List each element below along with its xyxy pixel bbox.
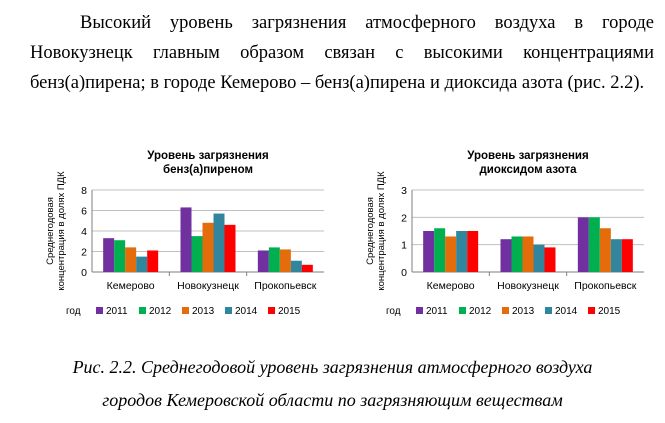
x-category-label: Прокопьевск — [574, 280, 636, 292]
bar-2015-Кемерово — [467, 231, 479, 272]
y-tick-label: 3 — [401, 185, 407, 197]
legend-swatch-2012 — [139, 307, 146, 314]
bar-2012-Новокузнецк — [191, 236, 203, 272]
bar-2013-Новокузнецк — [522, 236, 534, 272]
y-tick-label: 2 — [81, 247, 87, 259]
legend-swatch-2012 — [459, 307, 466, 314]
chart-title-line: диоксидом азота — [479, 164, 577, 176]
bar-2015-Кемерово — [147, 250, 159, 272]
bar-2013-Новокузнецк — [202, 222, 214, 272]
x-category-label: Кемерово — [427, 280, 475, 292]
chart-title-line: Уровень загрязнения — [147, 150, 268, 162]
chart-title-line: Уровень загрязнения — [467, 150, 588, 162]
bar-2012-Кемерово — [434, 228, 446, 272]
bar-2011-Прокопьевск — [257, 250, 269, 272]
bar-2013-Кемерово — [125, 247, 137, 272]
y-tick-label: 0 — [81, 267, 87, 279]
bar-2015-Прокопьевск — [301, 264, 313, 272]
bar-2011-Новокузнецк — [500, 239, 512, 272]
legend-swatch-2014 — [545, 307, 552, 314]
legend-label: 2013 — [512, 306, 535, 317]
figure-caption-line-2: городов Кемеровской области по загрязняю… — [102, 390, 563, 410]
x-category-label: Прокопьевск — [254, 280, 316, 292]
benzapyrene-chart: Уровень загрязнения бенз(а)пиреном Среднег… — [45, 150, 324, 317]
bar-2012-Кемерово — [114, 240, 126, 272]
legend-label: 2014 — [235, 306, 258, 317]
y-tick-label: 2 — [401, 212, 407, 224]
legend-prefix: год — [386, 306, 401, 317]
bar-2013-Кемерово — [445, 236, 457, 272]
y-tick-label: 4 — [81, 226, 87, 238]
x-category-label: Кемерово — [107, 280, 155, 292]
y-tick-label: 6 — [81, 206, 87, 218]
y-axis-label-line: Среднегодовая — [365, 197, 376, 265]
legend-label: 2011 — [426, 306, 448, 317]
bar-2014-Прокопьевск — [610, 239, 622, 272]
bar-2011-Кемерово — [103, 238, 115, 272]
legend-swatch-2013 — [182, 307, 189, 314]
y-axis-label-line: концентрация в долях ПДК — [376, 171, 387, 291]
y-tick-label: 1 — [401, 240, 407, 252]
legend-label: 2014 — [555, 306, 578, 317]
y-axis-label-line: Среднегодовая — [45, 197, 56, 265]
bar-2012-Прокопьевск — [268, 247, 280, 272]
legend-swatch-2015 — [268, 307, 275, 314]
bar-2014-Новокузнецк — [213, 213, 225, 272]
body-paragraph: Высокий уровень загрязнения атмосферного… — [30, 13, 654, 93]
bar-2015-Прокопьевск — [621, 239, 633, 272]
bar-2012-Прокопьевск — [588, 217, 600, 272]
bar-2013-Прокопьевск — [599, 228, 611, 272]
figure-caption-line-1: Рис. 2.2. Среднегодовой уровень загрязне… — [72, 357, 593, 377]
legend-swatch-2011 — [416, 307, 423, 314]
legend-label: 2015 — [598, 306, 621, 317]
bar-2015-Новокузнецк — [224, 224, 236, 272]
y-tick-label: 0 — [401, 267, 407, 279]
legend-swatch-2013 — [502, 307, 509, 314]
y-tick-label: 8 — [81, 185, 87, 197]
bar-2014-Новокузнецк — [533, 244, 545, 272]
legend-swatch-2015 — [588, 307, 595, 314]
x-category-label: Новокузнецк — [177, 280, 239, 292]
bar-2011-Новокузнецк — [180, 207, 192, 272]
bar-2011-Кемерово — [423, 231, 435, 272]
legend-swatch-2011 — [96, 307, 103, 314]
legend-label: 2012 — [469, 306, 492, 317]
bar-2014-Прокопьевск — [290, 260, 302, 272]
legend-label: 2015 — [278, 306, 301, 317]
legend-label: 2013 — [192, 306, 215, 317]
y-axis-label-line: концентрация в долях ПДК — [56, 171, 67, 291]
legend-prefix: год — [66, 306, 81, 317]
legend-label: 2012 — [149, 306, 172, 317]
bar-2014-Кемерово — [456, 231, 468, 272]
bar-2014-Кемерово — [136, 256, 148, 272]
legend-swatch-2014 — [225, 307, 232, 314]
bar-2013-Прокопьевск — [279, 249, 291, 272]
x-category-label: Новокузнецк — [497, 280, 559, 292]
chart-title-line: бенз(а)пиреном — [163, 164, 253, 176]
bar-2012-Новокузнецк — [511, 236, 523, 272]
legend-label: 2011 — [106, 306, 128, 317]
bar-2011-Прокопьевск — [577, 217, 589, 272]
bar-2015-Новокузнецк — [544, 247, 556, 272]
nitrogen-dioxide-chart: Уровень загрязнения диоксидом азота Средне… — [365, 150, 644, 317]
